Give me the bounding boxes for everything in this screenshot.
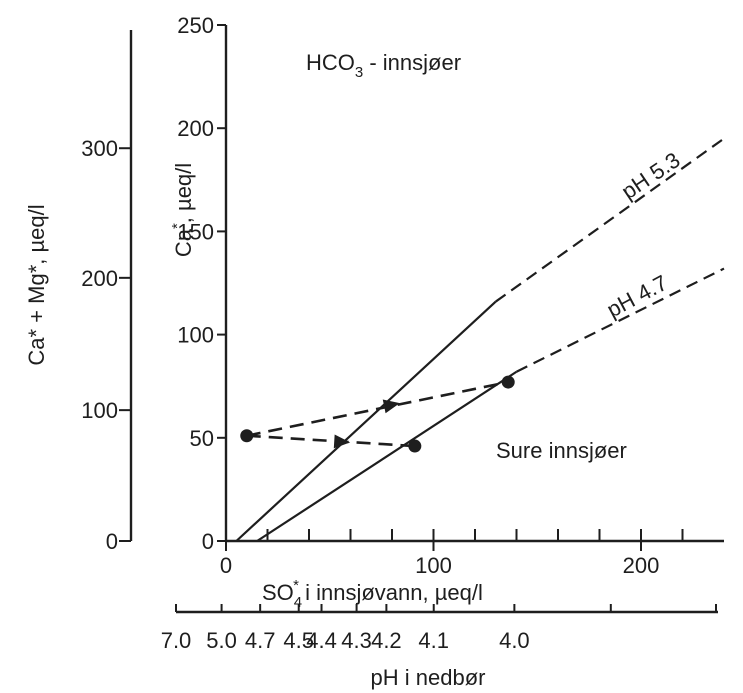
ph-tick-label-8: 4.0: [499, 628, 530, 653]
ph53-line-label: pH 5.3: [617, 147, 685, 204]
ph-tick-label-7: 4.1: [418, 628, 449, 653]
trajectory-0: [246, 380, 509, 438]
y-axis-label-sup: *: [169, 223, 186, 229]
ph-tick-label-1: 5.0: [206, 628, 237, 653]
y-axis-label: Ca*, µeq/l: [169, 163, 196, 257]
y-axis-label-rest: , µeq/l: [171, 163, 196, 223]
x-tick-label-100: 100: [415, 553, 452, 578]
y-outer-tick-label-2: 200: [81, 266, 118, 291]
line-pH47-solid: [256, 370, 518, 542]
x-axis-label-sub: 4: [294, 594, 302, 611]
data-point-2: [408, 439, 422, 453]
y-tick-label-50: 50: [190, 426, 214, 451]
line-pH53-dashed: [495, 137, 725, 303]
ph-tick-label-3: 4.5: [283, 628, 314, 653]
ph-tick-label-5: 4.3: [341, 628, 372, 653]
ph-tick-label-4: 4.4: [306, 628, 337, 653]
x-axis-label-rest: i innsjøvann, µeq/l: [299, 580, 483, 605]
line-pH47-dashed: [516, 267, 725, 373]
hco3-rest: - innsjøer: [363, 50, 461, 75]
y-tick-label-100: 100: [177, 323, 214, 348]
ph-tick-label-0: 7.0: [161, 628, 192, 653]
x-axis-label-sup: *: [293, 577, 299, 594]
ph-tick-label-6: 4.2: [371, 628, 402, 653]
ph-tick-label-2: 4.7: [245, 628, 276, 653]
hco3-base: HCO: [306, 50, 355, 75]
y-tick-label-150: 150: [177, 219, 214, 244]
x-tick-label-200: 200: [623, 553, 660, 578]
y-tick-label-200: 200: [177, 116, 214, 141]
y-outer-tick-label-0: 0: [106, 529, 118, 554]
hco3-sub: 3: [355, 64, 363, 81]
line-pH53-solid: [235, 300, 497, 542]
trajectory-arrow-0: [382, 399, 400, 414]
y-axis-outer-label: Ca* + Mg*, µeq/l: [24, 204, 49, 365]
y-outer-tick-label-1: 100: [81, 398, 118, 423]
data-point-1: [501, 375, 515, 389]
hco3-annotation: HCO3 - innsjøer: [306, 50, 461, 81]
x-axis-bottom-label: pH i nedbør: [371, 665, 486, 690]
x-axis-label: SO4* i innsjøvann, µeq/l: [262, 577, 483, 611]
x-axis-label-base: SO: [262, 580, 294, 605]
x-tick-label-0: 0: [220, 553, 232, 578]
data-point-0: [240, 429, 254, 443]
trajectory-1: [246, 434, 415, 448]
y-axis-label-base: Ca: [171, 228, 196, 257]
y-tick-label-250: 250: [177, 13, 214, 38]
sure-innsjoer-annotation: Sure innsjøer: [496, 438, 627, 463]
trajectory-arrow-1: [333, 434, 351, 449]
y-outer-tick-label-3: 300: [81, 136, 118, 161]
y-tick-label-0: 0: [202, 529, 214, 554]
ph47-line-label: pH 4.7: [603, 270, 672, 323]
